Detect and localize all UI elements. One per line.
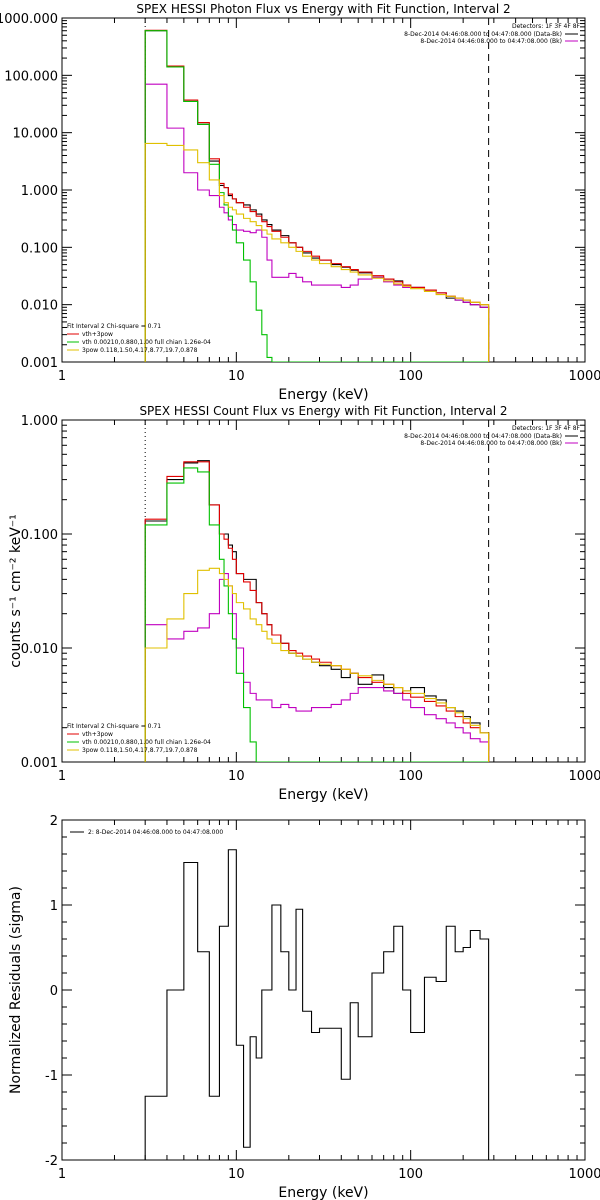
y-tick-label: -1 bbox=[45, 1069, 58, 1084]
plot-frame bbox=[61, 17, 586, 363]
y-tick-label: 0.001 bbox=[21, 356, 58, 371]
series-line-vth-3pow bbox=[144, 461, 490, 762]
series-line-residuals bbox=[144, 849, 490, 1160]
series-line-data-bk bbox=[144, 460, 490, 762]
x-tick-label: 10 bbox=[228, 1167, 245, 1182]
series-line-3pow bbox=[144, 142, 490, 362]
legend-fit-header: Fit Interval 2 Chi-square = 0.71 bbox=[67, 723, 161, 730]
legend-fit-entry: 3pow 0.118,1.50,4.17,8.77,19.7,0.878 bbox=[82, 747, 198, 754]
series-line-vth bbox=[144, 467, 489, 762]
legend-fit-header: Fit Interval 2 Chi-square = 0.71 bbox=[67, 323, 161, 330]
x-tick-label: 10 bbox=[228, 369, 245, 384]
y-axis-label: counts s⁻¹ cm⁻² keV⁻¹ bbox=[8, 514, 24, 668]
legend-top-entry: 8-Dec-2014 04:46:08.000 to 04:47:08.000 … bbox=[404, 31, 562, 38]
chart-panel-1: 1 10 100 1000 0.001 0.010 0.100 1.000 10.000 100.… bbox=[0, 2, 600, 403]
legend-entry: 2: 8-Dec-2014 04:46:08.000 to 04:47:08.0… bbox=[88, 829, 223, 836]
y-tick-label: 2 bbox=[50, 814, 58, 829]
legend-fit-entry: vth 0.00210,0.880,1.00 full chian 1.26e-… bbox=[82, 339, 211, 346]
y-tick-label: 10.000 bbox=[13, 127, 59, 142]
x-tick-label: 100 bbox=[398, 1167, 423, 1182]
x-tick-label: 1000 bbox=[568, 369, 600, 384]
y-tick-label: 1.000 bbox=[21, 184, 58, 199]
y-axis-label: Normalized Residuals (sigma) bbox=[8, 886, 24, 1094]
legend-fit-entry: vth+3pow bbox=[82, 731, 113, 738]
y-tick-label: 100.000 bbox=[4, 69, 58, 84]
series-group bbox=[144, 29, 490, 362]
x-tick-label: 1000 bbox=[568, 1167, 600, 1182]
y-tick-label: 0.100 bbox=[21, 528, 58, 543]
plot-frame bbox=[61, 819, 586, 1161]
x-tick-label: 10 bbox=[228, 769, 245, 784]
x-axis-label: Energy (keV) bbox=[278, 787, 368, 803]
legend-fit-entry: 3pow 0.118,1.50,4.17,8.77,19.7,0.878 bbox=[82, 347, 198, 354]
y-tick-label: 0.010 bbox=[21, 299, 58, 314]
y-tick-label: 1.000 bbox=[21, 414, 58, 429]
x-axis-label: Energy (keV) bbox=[278, 387, 368, 403]
series-line-bk bbox=[144, 572, 490, 762]
series-line-bk bbox=[144, 83, 490, 362]
series-line-data-bk bbox=[144, 30, 490, 362]
legend-detectors: Detectors: 1F 3F 4F 8F bbox=[512, 23, 581, 30]
y-tick-label: 0.001 bbox=[21, 756, 58, 771]
series-group bbox=[144, 849, 490, 1160]
series-line-vth-3pow bbox=[144, 29, 490, 362]
chart-panel-3: 1 10 100 1000 -2 -1 0 1 2 Energy (keV) Normalized … bbox=[8, 814, 600, 1200]
x-tick-label: 1 bbox=[58, 369, 66, 384]
legend-top-entry: 8-Dec-2014 04:46:08.000 to 04:47:08.000 … bbox=[404, 433, 562, 440]
chart-panel-2: 1 10 100 1000 0.001 0.010 0.100 1.000 SPEX HESSI… bbox=[8, 404, 600, 803]
legend-detectors: Detectors: 1F 3F 4F 8F bbox=[512, 425, 581, 432]
y-tick-label: -2 bbox=[45, 1154, 58, 1169]
x-tick-label: 1 bbox=[58, 1167, 66, 1182]
y-tick-label: 1000.000 bbox=[0, 12, 58, 27]
series-group bbox=[144, 460, 490, 762]
legend-top-entry: 8-Dec-2014 04:46:08.000 to 04:47:08.000 … bbox=[420, 38, 562, 45]
legend-fit-entry: vth 0.00210,0.880,1.00 full chian 1.26e-… bbox=[82, 739, 211, 746]
x-tick-label: 1000 bbox=[568, 769, 600, 784]
series-line-vth bbox=[144, 30, 489, 362]
x-tick-label: 100 bbox=[398, 369, 423, 384]
x-tick-label: 100 bbox=[398, 769, 423, 784]
legend-top-entry: 8-Dec-2014 04:46:08.000 to 04:47:08.000 … bbox=[420, 440, 562, 447]
chart-title: SPEX HESSI Count Flux vs Energy with Fit… bbox=[139, 404, 507, 418]
legend-fit-entry: vth+3pow bbox=[82, 331, 113, 338]
y-tick-label: 1 bbox=[50, 899, 58, 914]
chart-title: SPEX HESSI Photon Flux vs Energy with Fi… bbox=[136, 2, 510, 16]
y-tick-label: 0 bbox=[50, 984, 58, 999]
plot-frame bbox=[61, 419, 586, 763]
series-line-3pow bbox=[144, 567, 490, 762]
y-tick-label: 0.100 bbox=[21, 241, 58, 256]
x-tick-label: 1 bbox=[58, 769, 66, 784]
y-tick-label: 0.010 bbox=[21, 642, 58, 657]
x-axis-label: Energy (keV) bbox=[278, 1185, 368, 1200]
